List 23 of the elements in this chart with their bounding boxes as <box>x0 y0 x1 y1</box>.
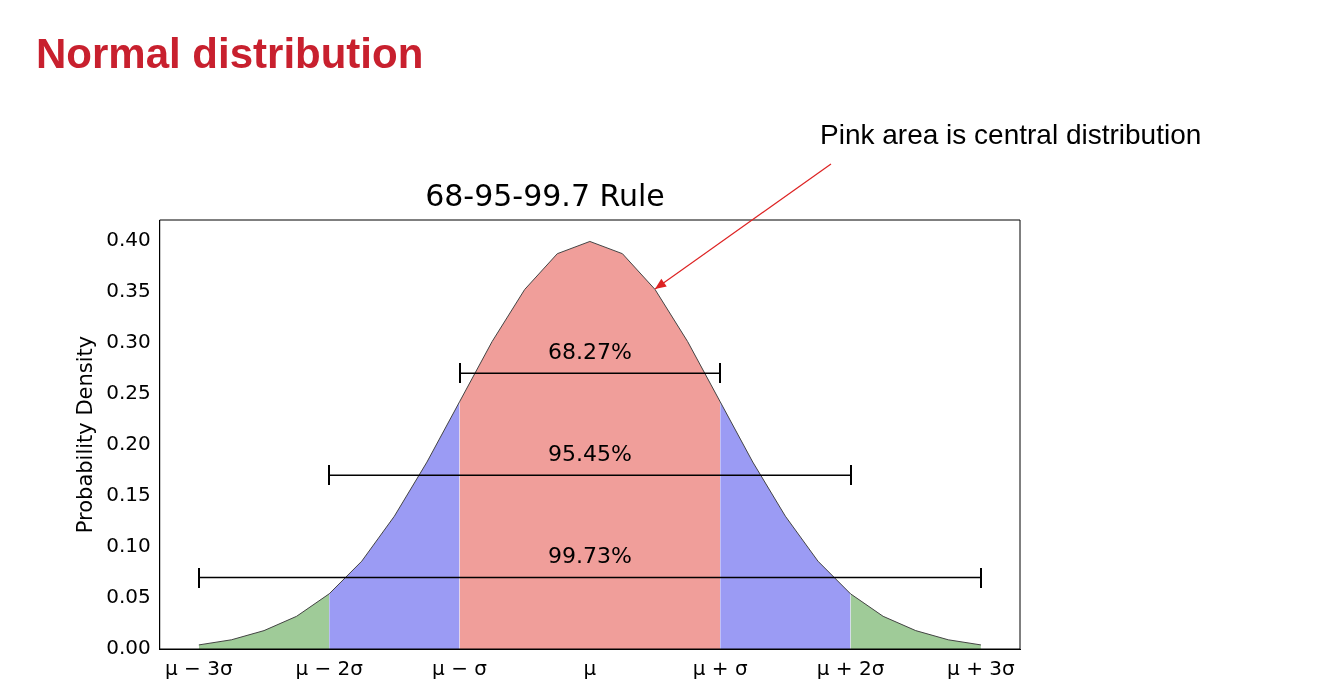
chart-subtitle: 68-95-99.7 Rule <box>425 177 665 213</box>
x-tick-label: μ − σ <box>432 656 488 681</box>
annotation: 99.73% <box>547 543 632 569</box>
y-axis-title: Probability Density <box>73 335 98 534</box>
y-tick-label: 0.35 <box>106 277 151 302</box>
chart-title: Normal distribution <box>36 30 424 78</box>
y-tick-label: 0.25 <box>106 379 151 404</box>
x-tick-label: μ + 2σ <box>816 656 885 681</box>
x-tick-label: μ + σ <box>692 656 748 681</box>
y-tick-label: 0.15 <box>106 481 151 506</box>
x-tick-label: μ − 2σ <box>295 656 364 681</box>
y-tick-label: 0.40 <box>106 226 151 251</box>
x-tick-label: μ + 3σ <box>947 656 1016 681</box>
y-tick-label: 0.10 <box>106 533 151 558</box>
y-tick-label: 0.30 <box>106 328 151 353</box>
x-tick-label: μ − 3σ <box>165 656 233 681</box>
y-tick-label: 0.05 <box>106 584 151 609</box>
annotation: 68.27% <box>547 338 632 364</box>
y-tick-label: 0.00 <box>106 635 151 660</box>
y-tick-label: 0.20 <box>106 430 151 455</box>
x-tick-label: μ <box>583 656 597 681</box>
annotation: 95.45% <box>547 441 632 467</box>
annotation: Pink area is central distribution <box>820 119 1202 152</box>
